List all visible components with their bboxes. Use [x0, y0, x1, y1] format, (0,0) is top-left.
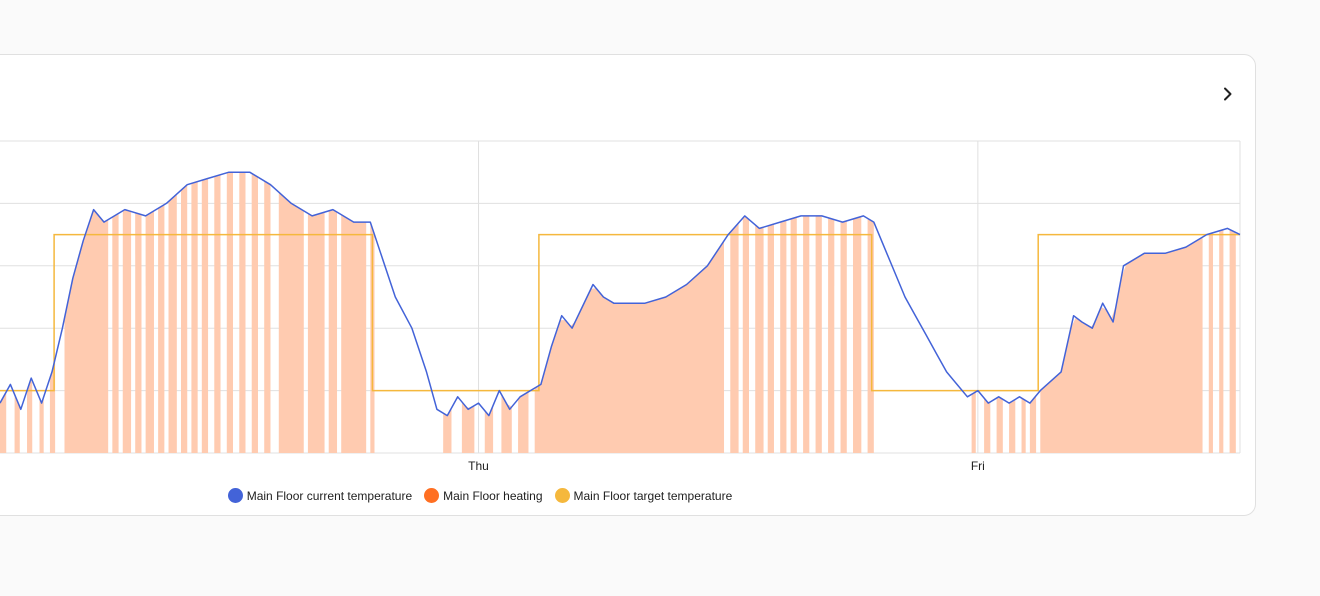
heating-band	[27, 380, 33, 453]
heating-band	[251, 173, 258, 453]
x-tick-label: Thu	[468, 459, 489, 473]
heating-band	[755, 224, 764, 453]
legend-item-heating[interactable]: Main Floor heating	[424, 488, 543, 503]
legend-label-target: Main Floor target temperature	[573, 488, 733, 503]
heating-band	[780, 220, 787, 453]
heating-band	[1009, 399, 1016, 453]
heating-band	[767, 224, 774, 453]
heating-band	[278, 192, 304, 453]
heating-band	[443, 408, 452, 453]
current-temperature-line	[0, 171, 1241, 417]
heating-band	[122, 210, 132, 453]
heating-band	[867, 218, 874, 453]
heating-band	[158, 204, 165, 453]
current-temperature-series	[0, 171, 1241, 417]
heating-band	[730, 222, 739, 453]
heating-band	[0, 391, 7, 453]
heating-band	[518, 391, 529, 453]
heating-band	[135, 212, 142, 453]
heating-band	[14, 394, 20, 453]
chart-legend: Main Floor current temperature Main Floo…	[0, 488, 960, 503]
target-temperature-series	[0, 233, 1240, 392]
heating-band	[181, 184, 188, 453]
legend-item-current[interactable]: Main Floor current temperature	[227, 488, 413, 503]
heating-band	[803, 215, 810, 453]
heating-band	[1040, 237, 1203, 453]
heating-band	[168, 194, 177, 453]
heating-band	[307, 212, 325, 453]
legend-label-current: Main Floor current temperature	[246, 488, 413, 503]
heating-band	[328, 209, 338, 453]
heating-band	[341, 214, 367, 453]
heating-band	[145, 210, 154, 453]
heating-band	[64, 209, 109, 453]
heating-band	[461, 401, 475, 453]
legend-dot-target	[554, 488, 570, 503]
heating-band	[1208, 232, 1213, 453]
heating-band	[840, 220, 847, 453]
heating-band	[214, 174, 221, 453]
heating-band	[853, 216, 862, 453]
heating-band	[264, 180, 271, 453]
heating-band	[828, 217, 835, 453]
heating-band	[201, 178, 209, 453]
heating-band	[1021, 398, 1026, 453]
heating-band	[226, 172, 234, 453]
heating-band	[790, 217, 797, 453]
x-tick-label: Fri	[971, 459, 985, 473]
legend-item-target[interactable]: Main Floor target temperature	[554, 488, 733, 503]
legend-label-heating: Main Floor heating	[443, 488, 543, 503]
heating-band	[1219, 229, 1224, 453]
heating-band	[484, 405, 494, 453]
heating-band	[39, 396, 44, 453]
heating-band	[971, 391, 976, 453]
heating-band	[534, 240, 725, 453]
heating-band	[112, 213, 119, 453]
heating-band	[239, 172, 246, 453]
heating-series	[0, 172, 1236, 453]
heating-band	[191, 181, 198, 453]
legend-dot-heating	[424, 488, 440, 503]
target-temperature-line	[0, 233, 1240, 392]
heating-band	[996, 397, 1003, 453]
heating-band	[1029, 395, 1037, 453]
heating-band	[815, 215, 822, 453]
heating-band	[742, 216, 749, 453]
heating-band	[1229, 229, 1236, 453]
x-axis-ticks: Thu Fri	[468, 459, 985, 473]
heating-band	[984, 398, 991, 453]
legend-dot-current	[227, 488, 243, 503]
chevron-right-icon	[1224, 87, 1232, 101]
more-info-button[interactable]	[1214, 80, 1242, 108]
